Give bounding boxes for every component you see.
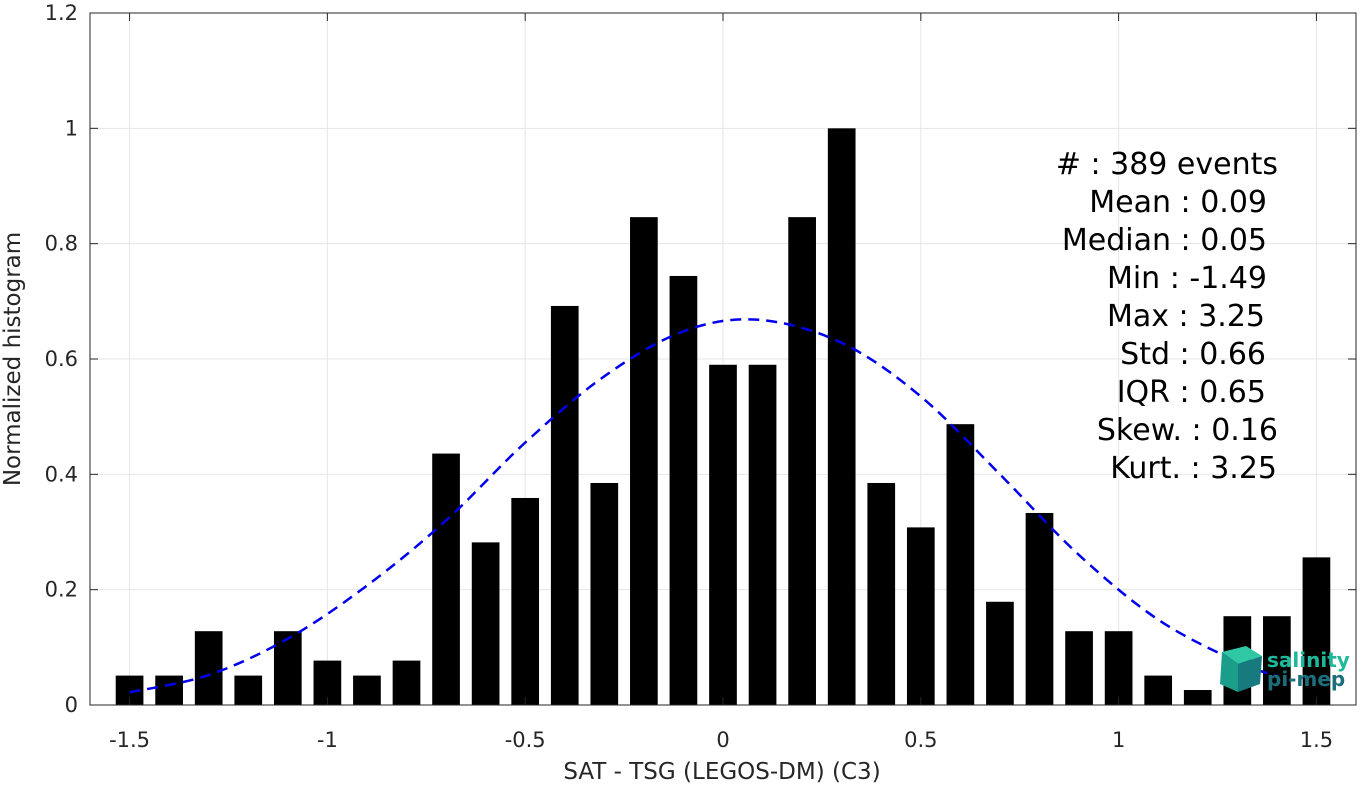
stat-line: Kurt. : 3.25 — [1110, 451, 1277, 486]
histogram-bar — [709, 364, 737, 705]
histogram-bar — [669, 275, 698, 705]
x-axis-ticks: -1.5 -1 -0.5 0 0.5 1 1.5 — [109, 13, 1333, 752]
stat-line: Std : 0.66 — [1120, 337, 1266, 372]
histogram-bar — [273, 631, 302, 705]
y-axis-label: Normalized histogram — [0, 232, 26, 486]
stat-line: IQR : 0.65 — [1117, 375, 1266, 410]
histogram-bar — [827, 128, 856, 706]
histogram-bar — [511, 497, 540, 705]
histogram-bar — [155, 675, 183, 705]
histogram-bar — [946, 424, 975, 705]
histogram-bar — [194, 631, 223, 705]
histogram-bar — [1104, 631, 1133, 705]
logo-text-pimep: pi-mep — [1267, 667, 1345, 691]
y-tick-label: 0.2 — [45, 578, 78, 602]
stat-line: Median : 0.05 — [1062, 223, 1267, 258]
y-axis-ticks: 0 0.2 0.4 0.6 0.8 1 1.2 — [45, 1, 1356, 717]
histogram-bar — [392, 660, 421, 705]
x-tick-label: 0.5 — [904, 728, 937, 752]
histogram-bar — [748, 364, 777, 705]
histogram-bar — [1302, 557, 1331, 705]
x-tick-label: -1 — [317, 728, 338, 752]
stat-line: Max : 3.25 — [1107, 299, 1265, 334]
histogram-bar — [550, 305, 579, 705]
stat-line: Min : -1.49 — [1107, 261, 1267, 296]
histogram-bar — [788, 217, 816, 705]
stat-line: # : 389 events — [1056, 147, 1278, 182]
y-tick-label: 0 — [65, 693, 78, 717]
y-tick-label: 0.8 — [45, 232, 78, 256]
salinity-pimep-logo: salinity pi-mep — [1220, 646, 1350, 692]
stat-line: Skew. : 0.16 — [1097, 413, 1278, 448]
logo-text-salinity: salinity — [1267, 648, 1350, 672]
stat-line: Mean : 0.09 — [1089, 185, 1267, 220]
normal-fit-curve — [129, 318, 1278, 694]
histogram-bar — [1183, 690, 1212, 705]
y-tick-label: 0.4 — [45, 462, 78, 486]
histogram-bar — [432, 453, 460, 705]
histogram-bar — [1025, 512, 1054, 705]
histogram-bar — [1065, 631, 1093, 705]
histogram-bar — [986, 601, 1014, 705]
x-tick-label: -1.5 — [109, 728, 150, 752]
x-tick-label: 1.5 — [1300, 728, 1333, 752]
histogram-bars — [115, 128, 1331, 706]
histogram-bar — [630, 217, 658, 705]
histogram-bar — [590, 482, 619, 705]
histogram-bar — [234, 675, 263, 705]
histogram-bar — [1144, 675, 1173, 705]
y-tick-label: 0.6 — [45, 347, 78, 371]
y-tick-label: 1.2 — [45, 1, 78, 25]
x-tick-label: 0 — [716, 728, 729, 752]
histogram-bar — [1263, 616, 1291, 705]
histogram-bar — [906, 527, 935, 705]
x-axis-label: SAT - TSG (LEGOS-DM) (C3) — [563, 759, 880, 785]
y-tick-label: 1 — [65, 116, 78, 140]
logo-cube-icon — [1220, 646, 1262, 692]
histogram-bar — [867, 482, 896, 705]
histogram-bar — [353, 675, 381, 705]
x-tick-label: -0.5 — [505, 728, 546, 752]
histogram-bar — [471, 542, 500, 705]
x-tick-label: 1 — [1112, 728, 1125, 752]
